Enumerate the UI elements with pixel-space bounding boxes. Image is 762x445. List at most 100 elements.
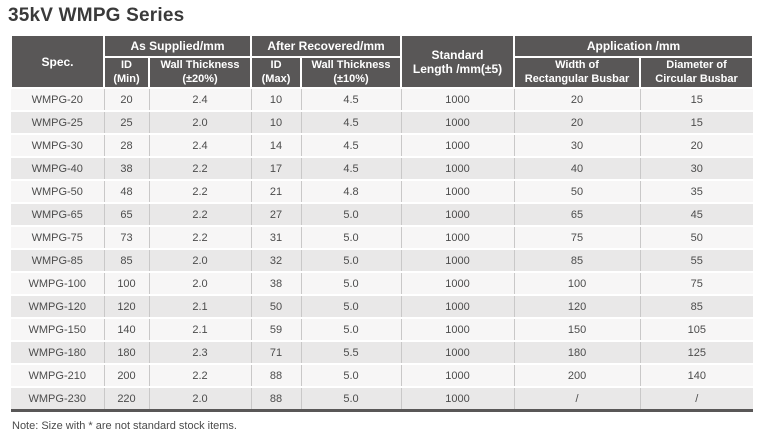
cell-id_max: 50	[251, 294, 302, 318]
cell-dia_circ: 30	[640, 156, 754, 180]
cell-spec: WMPG-65	[11, 202, 105, 226]
cell-dia_circ: /	[640, 386, 754, 411]
cell-spec: WMPG-230	[11, 386, 105, 411]
header-spec: Spec.	[10, 34, 105, 89]
cell-wall_10: 5.0	[301, 317, 402, 341]
cell-dia_circ: 105	[640, 317, 754, 341]
cell-std_length: 1000	[401, 156, 515, 180]
cell-wall_20: 2.4	[149, 133, 252, 157]
cell-width_rect: 40	[514, 156, 641, 180]
table-row: WMPG-180 180 2.3 71 5.5 1000 180 125	[11, 340, 754, 364]
cell-wall_20: 2.2	[149, 363, 252, 387]
header-wall-thickness-20: Wall Thickness (±20%)	[147, 56, 253, 89]
cell-wall_10: 5.0	[301, 202, 402, 226]
cell-id_max: 38	[251, 271, 302, 295]
cell-spec: WMPG-30	[11, 133, 105, 157]
cell-id_min: 220	[104, 386, 150, 411]
cell-wall_10: 5.0	[301, 248, 402, 272]
cell-width_rect: 75	[514, 225, 641, 249]
cell-dia_circ: 125	[640, 340, 754, 364]
cell-wall_10: 4.5	[301, 133, 402, 157]
cell-id_min: 200	[104, 363, 150, 387]
cell-spec: WMPG-100	[11, 271, 105, 295]
cell-width_rect: 50	[514, 179, 641, 203]
table-row: WMPG-30 28 2.4 14 4.5 1000 30 20	[11, 133, 754, 157]
cell-wall_20: 2.2	[149, 202, 252, 226]
cell-width_rect: 200	[514, 363, 641, 387]
cell-dia_circ: 15	[640, 110, 754, 134]
cell-id_min: 100	[104, 271, 150, 295]
cell-spec: WMPG-210	[11, 363, 105, 387]
cell-id_min: 140	[104, 317, 150, 341]
table-body: WMPG-20 20 2.4 10 4.5 1000 20 15 WMPG-25 25 2.0 10 4…	[11, 87, 754, 411]
cell-dia_circ: 45	[640, 202, 754, 226]
header-id-min: ID (Min)	[103, 56, 150, 89]
cell-std_length: 1000	[401, 133, 515, 157]
cell-id_max: 21	[251, 179, 302, 203]
header-id-max: ID (Max)	[250, 56, 303, 89]
cell-id_min: 73	[104, 225, 150, 249]
header-after-recovered: After Recovered/mm	[250, 34, 403, 58]
cell-wall_20: 2.3	[149, 340, 252, 364]
cell-id_max: 10	[251, 87, 302, 111]
cell-width_rect: 150	[514, 317, 641, 341]
cell-wall_10: 4.8	[301, 179, 402, 203]
cell-wall_20: 2.1	[149, 294, 252, 318]
cell-id_max: 59	[251, 317, 302, 341]
cell-spec: WMPG-180	[11, 340, 105, 364]
cell-id_min: 38	[104, 156, 150, 180]
cell-std_length: 1000	[401, 110, 515, 134]
cell-wall_10: 5.0	[301, 225, 402, 249]
header-wall-thickness-10: Wall Thickness (±10%)	[300, 56, 403, 89]
cell-id_min: 85	[104, 248, 150, 272]
cell-id_min: 180	[104, 340, 150, 364]
cell-wall_20: 2.4	[149, 87, 252, 111]
cell-std_length: 1000	[401, 225, 515, 249]
cell-std_length: 1000	[401, 248, 515, 272]
table-row: WMPG-100 100 2.0 38 5.0 1000 100 75	[11, 271, 754, 295]
cell-dia_circ: 85	[640, 294, 754, 318]
cell-spec: WMPG-150	[11, 317, 105, 341]
cell-spec: WMPG-50	[11, 179, 105, 203]
cell-spec: WMPG-120	[11, 294, 105, 318]
table-row: WMPG-75 73 2.2 31 5.0 1000 75 50	[11, 225, 754, 249]
header-as-supplied: As Supplied/mm	[102, 34, 253, 58]
table-row: WMPG-40 38 2.2 17 4.5 1000 40 30	[11, 156, 754, 180]
cell-dia_circ: 75	[640, 271, 754, 295]
cell-id_min: 25	[104, 110, 150, 134]
cell-std_length: 1000	[401, 363, 515, 387]
cell-std_length: 1000	[401, 202, 515, 226]
cell-dia_circ: 15	[640, 87, 754, 111]
header-row-groups: Spec. As Supplied/mm After Recovered/mm …	[10, 34, 755, 89]
cell-id_max: 27	[251, 202, 302, 226]
cell-std_length: 1000	[401, 386, 515, 411]
table-row: WMPG-150 140 2.1 59 5.0 1000 150 105	[11, 317, 754, 341]
cell-dia_circ: 55	[640, 248, 754, 272]
cell-wall_10: 4.5	[301, 156, 402, 180]
cell-wall_20: 2.0	[149, 110, 252, 134]
cell-width_rect: 100	[514, 271, 641, 295]
cell-wall_20: 2.1	[149, 317, 252, 341]
table-row: WMPG-25 25 2.0 10 4.5 1000 20 15	[11, 110, 754, 134]
cell-wall_20: 2.2	[149, 225, 252, 249]
cell-wall_10: 4.5	[301, 87, 402, 111]
table-row: WMPG-50 48 2.2 21 4.8 1000 50 35	[11, 179, 754, 203]
cell-id_min: 20	[104, 87, 150, 111]
cell-wall_10: 5.0	[301, 363, 402, 387]
cell-width_rect: 20	[514, 87, 641, 111]
table-row: WMPG-85 85 2.0 32 5.0 1000 85 55	[11, 248, 754, 272]
cell-wall_20: 2.2	[149, 156, 252, 180]
table-row: WMPG-20 20 2.4 10 4.5 1000 20 15	[11, 87, 754, 111]
cell-id_min: 48	[104, 179, 150, 203]
cell-dia_circ: 50	[640, 225, 754, 249]
cell-spec: WMPG-40	[11, 156, 105, 180]
cell-id_max: 10	[251, 110, 302, 134]
cell-wall_20: 2.0	[149, 386, 252, 411]
page: 35kV WMPG Series Spec. As Supplied/mm Af…	[0, 5, 762, 445]
cell-std_length: 1000	[401, 340, 515, 364]
cell-width_rect: 85	[514, 248, 641, 272]
cell-width_rect: 20	[514, 110, 641, 134]
cell-id_max: 88	[251, 363, 302, 387]
spec-table: Spec. As Supplied/mm After Recovered/mm …	[10, 34, 755, 412]
table-header: Spec. As Supplied/mm After Recovered/mm …	[10, 34, 755, 89]
